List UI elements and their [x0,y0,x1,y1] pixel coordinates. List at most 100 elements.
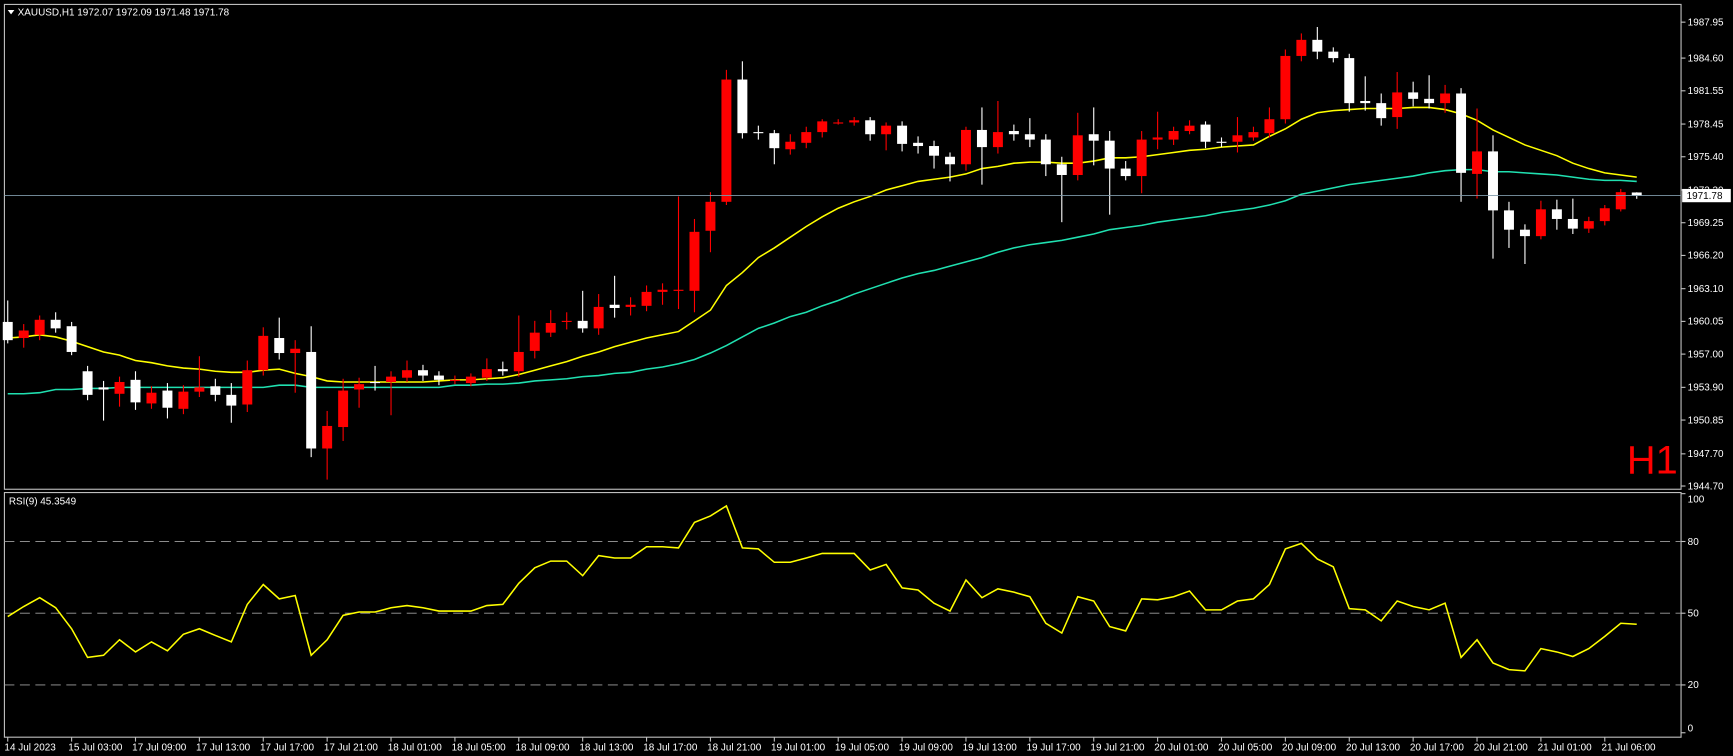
moving-average-line [7,168,1637,395]
candle-body [1519,229,1530,237]
price-tick-label: 1981.55 [1688,86,1724,97]
candle-body [1503,210,1514,230]
time-tick-label: 17 Jul 21:00 [324,742,379,753]
time-tick-label: 19 Jul 01:00 [771,742,826,753]
candle-body [1200,124,1211,142]
candle-body [1072,135,1083,175]
time-tick-label: 19 Jul 21:00 [1090,742,1145,753]
time-tick-label: 18 Jul 13:00 [579,742,634,753]
candle-body [960,129,971,165]
candle-body [976,129,987,148]
candle-body [50,319,61,329]
price-tick-label: 1947.70 [1688,449,1724,460]
candle-body [1456,93,1467,173]
price-tick-label: 1975.40 [1688,152,1724,163]
candle-body [1056,164,1067,175]
price-tick-label: 1978.45 [1688,119,1724,130]
candle-body [1136,139,1147,177]
candle-body [881,125,892,135]
time-tick-label: 18 Jul 01:00 [388,742,443,753]
rsi-tick-label: 50 [1688,609,1700,620]
price-tick-label: 1966.20 [1688,251,1724,262]
candle-body [178,391,189,409]
candle-body [577,320,588,329]
candle-body [929,146,940,156]
time-tick-label: 20 Jul 21:00 [1474,742,1529,753]
candle-body [1120,168,1131,177]
price-tick-label: 1960.05 [1688,317,1724,328]
candle-body [1440,93,1451,104]
candle-body [529,332,540,351]
candle-body [433,375,444,380]
candle-body [1583,221,1594,229]
price-tick-label: 1950.85 [1688,415,1724,426]
candle-body [1184,125,1195,132]
candle-body [705,201,716,231]
candle-body [82,371,93,395]
candle-body [1280,55,1291,120]
price-tick-label: 1957.00 [1688,349,1724,360]
price-tick-label: 1944.70 [1688,481,1724,492]
rsi-tick-label: 80 [1688,537,1700,548]
candle-body [737,79,748,134]
candle-body [114,381,125,394]
candle-body [1040,139,1051,165]
candle-body [1216,141,1227,143]
candle-body [992,132,1003,148]
candle-body [769,133,780,149]
candle-body [2,321,13,341]
candle-body [913,142,924,147]
candle-body [226,394,237,406]
time-tick-label: 14 Jul 2023 [4,742,56,753]
time-tick-label: 21 Jul 01:00 [1538,742,1593,753]
candle-body [290,348,301,354]
price-tick-label: 1984.60 [1688,53,1724,64]
time-tick-label: 17 Jul 17:00 [260,742,315,753]
price-tick-label: 1987.95 [1688,17,1724,28]
candle-body [1344,58,1355,104]
timeframe-label: H1 [1627,439,1678,483]
candle-body [1248,132,1259,138]
candle-body [242,370,253,405]
candle-body [306,351,317,449]
candle-body [753,132,764,134]
candle-body [98,387,109,390]
time-tick-label: 19 Jul 13:00 [963,742,1018,753]
candle-body [545,323,556,333]
time-tick-label: 18 Jul 05:00 [452,742,507,753]
time-tick-label: 19 Jul 05:00 [835,742,890,753]
price-tick-label: 1963.10 [1688,284,1724,295]
candle-body [1408,92,1419,99]
candle-body [785,141,796,150]
candle-body [849,120,860,123]
candle-body [1104,140,1115,169]
candle-body [1376,103,1387,119]
candle-body [593,306,604,329]
candle-body [481,369,492,378]
candle-body [561,320,572,322]
candle-body [162,390,173,408]
candle-body [210,386,221,395]
rsi-tick-label: 20 [1688,680,1700,691]
candle-body [689,231,700,291]
time-tick-label: 20 Jul 05:00 [1218,742,1273,753]
candle-body [1615,192,1626,210]
candle-body [801,132,812,143]
candle-body [657,289,668,292]
candle-body [354,384,365,390]
time-tick-label: 19 Jul 17:00 [1027,742,1082,753]
candle-body [258,335,269,371]
time-tick-label: 20 Jul 01:00 [1154,742,1209,753]
candle-body [1392,92,1403,118]
candle-body [1631,192,1642,196]
candle-body [1360,100,1371,104]
menu-arrow[interactable] [7,9,15,15]
candle-body [66,326,77,352]
rsi-tick-label: 100 [1688,495,1705,506]
symbol-header: XAUUSD,H1 1972.07 1972.09 1971.48 1971.7… [18,7,230,18]
candle-body [1152,137,1163,140]
candle-body [417,370,428,376]
candle-body [1567,218,1578,229]
time-tick-label: 17 Jul 09:00 [132,742,187,753]
time-tick-label: 20 Jul 09:00 [1282,742,1337,753]
